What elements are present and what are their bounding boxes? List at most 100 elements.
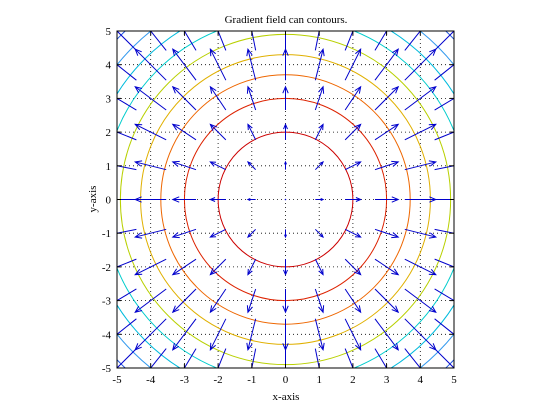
arrow-head — [391, 160, 400, 167]
arrow-shaft — [314, 31, 320, 51]
gradient-arrow — [344, 348, 361, 387]
arrow-shaft — [374, 348, 388, 368]
arrow-shaft — [209, 318, 227, 351]
arrow-head — [209, 123, 218, 132]
gradient-arrow — [314, 228, 324, 238]
arrow-head — [282, 343, 289, 352]
arrow-shaft — [247, 86, 257, 111]
arrow-head — [391, 85, 400, 94]
arrow-head — [282, 305, 289, 314]
arrow-shaft — [314, 228, 324, 238]
gradient-arrow — [133, 228, 167, 239]
gradient-arrow — [117, 258, 137, 268]
gradient-arrow — [134, 48, 167, 81]
x-tick-label: 2 — [350, 374, 356, 386]
arrow-head — [355, 342, 362, 351]
arrow-head — [134, 269, 143, 276]
gradient-arrow — [284, 160, 287, 170]
arrow-head — [134, 123, 143, 130]
arrow-head — [467, 344, 474, 350]
arrow-head — [133, 232, 143, 239]
arrow-shaft — [374, 228, 399, 238]
arrow-head — [209, 85, 217, 94]
arrow-head — [98, 124, 105, 129]
arrow-shaft — [209, 86, 227, 111]
arrow-head — [318, 305, 325, 314]
gradient-arrow — [314, 123, 324, 141]
arrow-head — [209, 267, 218, 276]
arrow-shaft — [374, 161, 399, 171]
gradient-arrow — [374, 85, 400, 111]
gradient-arrow — [404, 123, 437, 141]
arrow-head — [355, 48, 362, 57]
arrow-shaft — [117, 258, 137, 268]
arrow-shaft — [434, 288, 454, 302]
gradient-arrow — [117, 228, 137, 234]
arrow-shaft — [404, 258, 437, 276]
arrow-shaft — [251, 348, 257, 368]
arrow-shaft — [374, 123, 399, 141]
arrow-shaft — [135, 228, 167, 238]
arrow-shaft — [404, 161, 436, 171]
arrow-head — [209, 48, 216, 57]
arrow-head — [246, 47, 253, 57]
arrow-head — [247, 123, 253, 131]
gradient-arrow — [117, 165, 137, 171]
gradient-arrow — [246, 47, 257, 81]
arrow-head — [428, 160, 438, 167]
arrow-head — [356, 380, 361, 387]
arrow-shaft — [374, 48, 399, 81]
arrow-head — [467, 49, 474, 55]
arrow-shaft — [404, 318, 437, 351]
gradient-arrow — [434, 199, 454, 200]
arrow-head — [467, 12, 473, 18]
gradient-arrow — [134, 318, 167, 351]
arrow-shaft — [374, 258, 399, 276]
arrow-head — [430, 12, 436, 19]
arrow-shaft — [344, 318, 362, 351]
gradient-arrow — [209, 288, 227, 314]
arrow-shaft — [434, 64, 454, 81]
gradient-arrow — [434, 12, 473, 51]
gradient-arrow — [171, 85, 197, 111]
arrow-shaft — [209, 48, 227, 81]
x-tick-label: -4 — [146, 374, 156, 386]
gradient-arrow — [117, 199, 137, 200]
x-tick-label: 3 — [384, 374, 390, 386]
arrow-head — [134, 305, 143, 313]
gradient-arrow — [134, 123, 167, 141]
arrow-shaft — [117, 348, 137, 368]
arrow-head — [246, 342, 253, 352]
gradient-arrow — [246, 85, 257, 111]
arrow-head — [134, 343, 142, 351]
gradient-arrow — [117, 318, 137, 335]
arrow-head — [172, 48, 180, 57]
gradient-arrow — [314, 348, 320, 368]
arrow-shaft — [404, 228, 436, 238]
arrow-head — [172, 342, 180, 351]
y-tick-label: 4 — [106, 60, 112, 72]
arrow-head — [98, 381, 104, 387]
arrow-shaft — [404, 86, 437, 111]
arrow-head — [353, 123, 362, 132]
arrow-head — [284, 160, 287, 165]
arrow-head — [209, 197, 216, 202]
x-tick-label: 4 — [418, 374, 424, 386]
chart-title: Gradient field can contours. — [225, 14, 348, 26]
arrow-head — [391, 268, 400, 276]
gradient-arrow — [344, 48, 362, 81]
arrow-shaft — [344, 258, 362, 276]
arrow-head — [171, 123, 180, 131]
arrow-shaft — [117, 31, 137, 51]
arrow-shaft — [374, 86, 399, 111]
gradient-arrow — [314, 31, 320, 51]
gradient-arrow — [171, 160, 197, 171]
arrow-head — [391, 342, 399, 351]
gradient-arrow — [282, 85, 289, 111]
gradient-arrow — [217, 348, 227, 368]
arrow-head — [318, 268, 324, 276]
y-axis-label: y-axis — [87, 186, 99, 213]
arrow-shaft — [117, 228, 137, 234]
arrow-shaft — [344, 48, 362, 81]
